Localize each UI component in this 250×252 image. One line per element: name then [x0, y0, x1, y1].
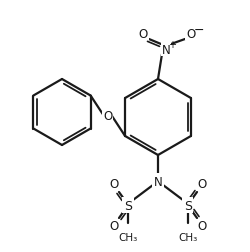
Text: N: N: [153, 175, 162, 188]
Text: −: −: [193, 23, 203, 36]
Text: O: O: [186, 27, 195, 40]
Text: S: S: [124, 199, 132, 212]
Text: N: N: [161, 43, 170, 56]
Text: CH₃: CH₃: [178, 232, 197, 242]
Text: S: S: [183, 199, 191, 212]
Text: O: O: [138, 27, 147, 40]
Text: O: O: [103, 110, 112, 123]
Text: O: O: [196, 220, 206, 233]
Text: O: O: [109, 178, 118, 191]
Text: +: +: [167, 40, 175, 50]
Text: O: O: [196, 178, 206, 191]
Text: O: O: [109, 220, 118, 233]
Text: CH₃: CH₃: [118, 232, 137, 242]
